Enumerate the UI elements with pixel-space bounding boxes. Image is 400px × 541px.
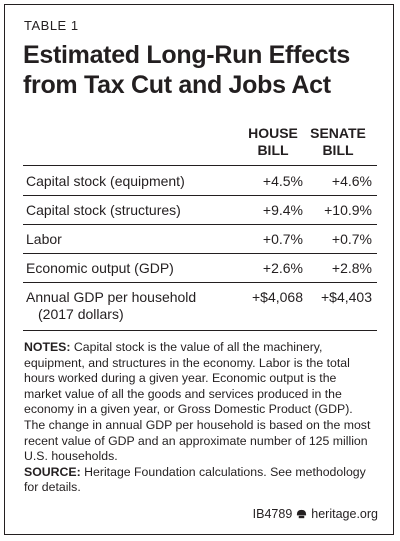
senate-value: +4.6% xyxy=(331,173,372,189)
row-label-sub: (2017 dollars) xyxy=(38,306,124,322)
source-text: Heritage Foundation calculations. See me… xyxy=(24,464,366,495)
row-label: Capital stock (equipment) xyxy=(26,173,185,189)
divider xyxy=(23,253,377,254)
notes-text: Capital stock is the value of all the ma… xyxy=(24,340,371,464)
table-title: Estimated Long-Run Effects from Tax Cut … xyxy=(23,41,350,99)
notes-paragraph: NOTES: Capital stock is the value of all… xyxy=(24,340,376,465)
divider xyxy=(23,195,377,196)
notes-block: NOTES: Capital stock is the value of all… xyxy=(24,340,376,496)
footer: IB4789 heritage.org xyxy=(253,507,378,521)
house-value: +0.7% xyxy=(262,231,303,247)
row-label: Economic output (GDP) xyxy=(26,260,174,276)
column-header-senate: SENATE BILL xyxy=(298,125,378,159)
senate-value: +0.7% xyxy=(331,231,372,247)
table-tag: TABLE 1 xyxy=(24,18,79,33)
column-header-house: HOUSE BILL xyxy=(233,125,313,159)
bell-icon xyxy=(297,509,307,518)
house-value: +9.4% xyxy=(262,202,303,218)
notes-label: NOTES: xyxy=(24,340,71,354)
column-header-line: SENATE xyxy=(310,125,366,141)
senate-value: +$4,403 xyxy=(321,289,372,305)
row-label: Capital stock (structures) xyxy=(26,202,181,218)
source-label: SOURCE: xyxy=(24,464,81,479)
column-header-line: BILL xyxy=(322,142,354,158)
row-label: Labor xyxy=(26,231,62,247)
senate-value: +10.9% xyxy=(324,202,372,218)
footer-site[interactable]: heritage.org xyxy=(311,507,378,521)
divider xyxy=(23,330,377,331)
source-paragraph: SOURCE: Heritage Foundation calculations… xyxy=(24,465,376,496)
table-frame xyxy=(4,4,394,535)
house-value: +2.6% xyxy=(262,260,303,276)
house-value: +4.5% xyxy=(262,173,303,189)
senate-value: +2.8% xyxy=(331,260,372,276)
divider xyxy=(23,282,377,283)
column-header-line: HOUSE xyxy=(248,125,298,141)
footer-code: IB4789 xyxy=(252,507,293,521)
house-value: +$4,068 xyxy=(252,289,303,305)
row-label: Annual GDP per household xyxy=(26,289,197,305)
divider xyxy=(23,224,377,225)
column-header-line: BILL xyxy=(257,142,289,158)
divider xyxy=(23,165,377,166)
